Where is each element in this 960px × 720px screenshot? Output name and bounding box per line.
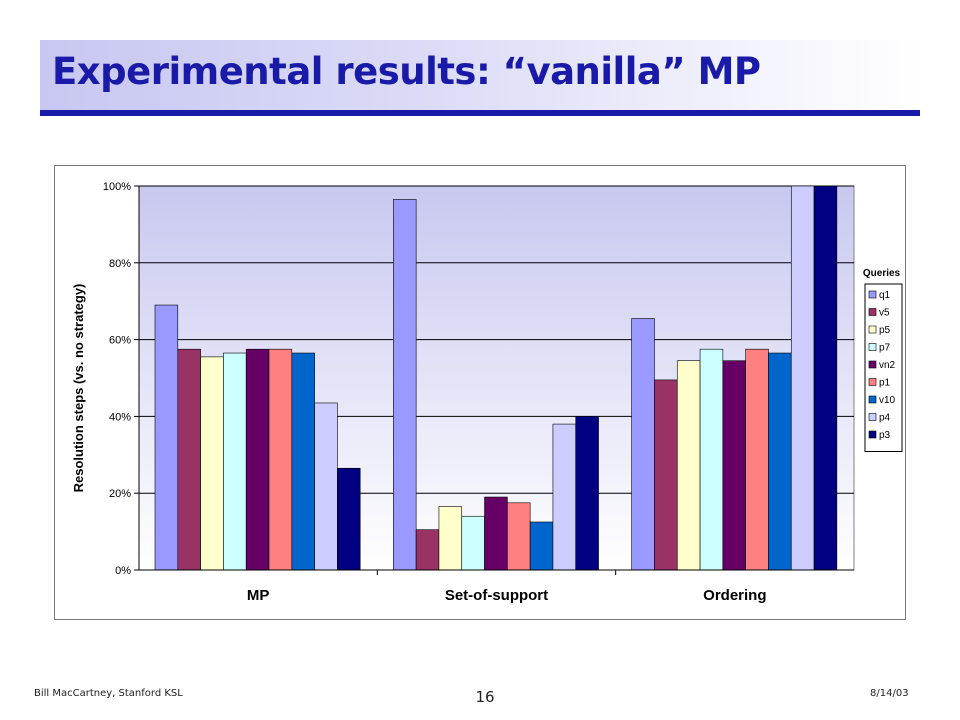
chart-frame: 0% 20% 40% 60% 80% 100% MP Set-of-support Orderi… — [54, 165, 906, 620]
legend-swatch-p4 — [868, 413, 877, 421]
page-number: 16 — [475, 688, 495, 706]
legend-swatch-p3 — [868, 430, 877, 439]
bar-p1-mp — [268, 348, 293, 571]
bar-vn2-ordering — [722, 360, 746, 571]
x-category-label: MP — [247, 587, 270, 604]
y-tick-label: 0% — [115, 565, 131, 577]
bar-v10-mp — [291, 352, 315, 571]
legend-swatch-vn2 — [868, 360, 877, 369]
bar-p3-ordering — [813, 185, 838, 571]
bar-p5-mp — [200, 356, 224, 571]
bar-q1-set-of-support — [393, 199, 417, 571]
legend-swatch-p1 — [868, 378, 877, 386]
y-tick-label: 100% — [103, 181, 131, 193]
y-axis-title: Resolution steps (vs. no strategy) — [71, 284, 86, 493]
legend-swatch-p7 — [868, 343, 877, 351]
bar-chart: 0% 20% 40% 60% 80% 100% MP Set-of-support Orderi… — [71, 181, 903, 604]
legend-label-v10: v10 — [879, 395, 896, 406]
bar-v5-ordering — [654, 379, 678, 571]
legend-swatch-p5 — [868, 325, 877, 334]
bar-p7-mp — [223, 352, 247, 571]
bar-q1-ordering — [631, 318, 655, 571]
y-tick-label: 20% — [109, 488, 131, 500]
y-tick-label: 40% — [109, 411, 131, 423]
footer-author: Bill MacCartney, Stanford KSL — [34, 688, 183, 699]
bar-p3-mp — [337, 467, 361, 571]
footer-date: 8/14/03 — [870, 688, 909, 699]
bar-p4-mp — [314, 402, 338, 571]
legend-label-p1: p1 — [879, 378, 891, 389]
bar-vn2-mp — [245, 348, 270, 571]
legend-label-p7: p7 — [879, 343, 891, 354]
legend-swatch-v5 — [868, 308, 877, 316]
title-band — [40, 40, 920, 110]
legend-label-vn2: vn2 — [879, 360, 896, 371]
legend-label-p4: p4 — [879, 413, 891, 424]
x-category-label: Set-of-support — [445, 587, 548, 604]
bar-p5-set-of-support — [438, 506, 463, 571]
legend-swatch-q1 — [868, 290, 877, 299]
legend-label-v5: v5 — [879, 308, 890, 319]
title-rule — [40, 110, 920, 116]
bar-p4-ordering — [790, 185, 815, 571]
bar-v10-set-of-support — [529, 521, 554, 571]
legend-swatch-v10 — [868, 395, 877, 404]
bar-p4-set-of-support — [552, 423, 577, 571]
bar-v5-set-of-support — [415, 529, 440, 571]
bar-v10-ordering — [768, 352, 792, 571]
legend-title: Queries — [863, 268, 901, 279]
legend-label-p5: p5 — [879, 325, 891, 336]
x-category-label: Ordering — [703, 587, 766, 604]
bar-p7-ordering — [699, 348, 724, 571]
bar-p3-set-of-support — [575, 416, 599, 571]
bar-p7-set-of-support — [461, 515, 485, 571]
bar-p1-ordering — [745, 348, 769, 571]
bar-p1-set-of-support — [507, 502, 531, 571]
bar-q1-mp — [154, 304, 179, 571]
bar-p5-ordering — [676, 360, 701, 571]
legend-label-q1: q1 — [879, 290, 891, 301]
y-tick-label: 80% — [109, 258, 131, 270]
bar-vn2-set-of-support — [484, 496, 508, 571]
slide-title: Experimental results: “vanilla” MP — [52, 50, 761, 93]
legend-label-p3: p3 — [879, 430, 891, 441]
y-tick-label: 60% — [109, 335, 131, 347]
bar-v5-mp — [177, 348, 201, 571]
